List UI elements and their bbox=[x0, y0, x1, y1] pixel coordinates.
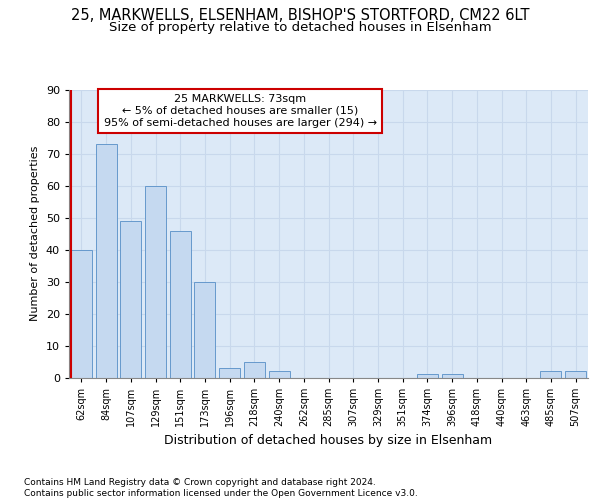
Bar bbox=[565, 371, 586, 378]
Text: 25 MARKWELLS: 73sqm
← 5% of detached houses are smaller (15)
95% of semi-detache: 25 MARKWELLS: 73sqm ← 5% of detached hou… bbox=[104, 94, 377, 128]
Bar bbox=[194, 282, 215, 378]
Bar bbox=[120, 221, 141, 378]
Bar bbox=[417, 374, 438, 378]
Bar bbox=[269, 371, 290, 378]
Bar bbox=[219, 368, 240, 378]
Bar bbox=[170, 230, 191, 378]
Text: 25, MARKWELLS, ELSENHAM, BISHOP'S STORTFORD, CM22 6LT: 25, MARKWELLS, ELSENHAM, BISHOP'S STORTF… bbox=[71, 8, 529, 22]
Bar bbox=[442, 374, 463, 378]
Text: Size of property relative to detached houses in Elsenham: Size of property relative to detached ho… bbox=[109, 21, 491, 34]
Bar bbox=[95, 144, 116, 378]
Bar bbox=[145, 186, 166, 378]
Y-axis label: Number of detached properties: Number of detached properties bbox=[30, 146, 40, 322]
Bar bbox=[541, 371, 562, 378]
Bar bbox=[244, 362, 265, 378]
X-axis label: Distribution of detached houses by size in Elsenham: Distribution of detached houses by size … bbox=[164, 434, 493, 447]
Text: Contains HM Land Registry data © Crown copyright and database right 2024.
Contai: Contains HM Land Registry data © Crown c… bbox=[24, 478, 418, 498]
Bar bbox=[71, 250, 92, 378]
